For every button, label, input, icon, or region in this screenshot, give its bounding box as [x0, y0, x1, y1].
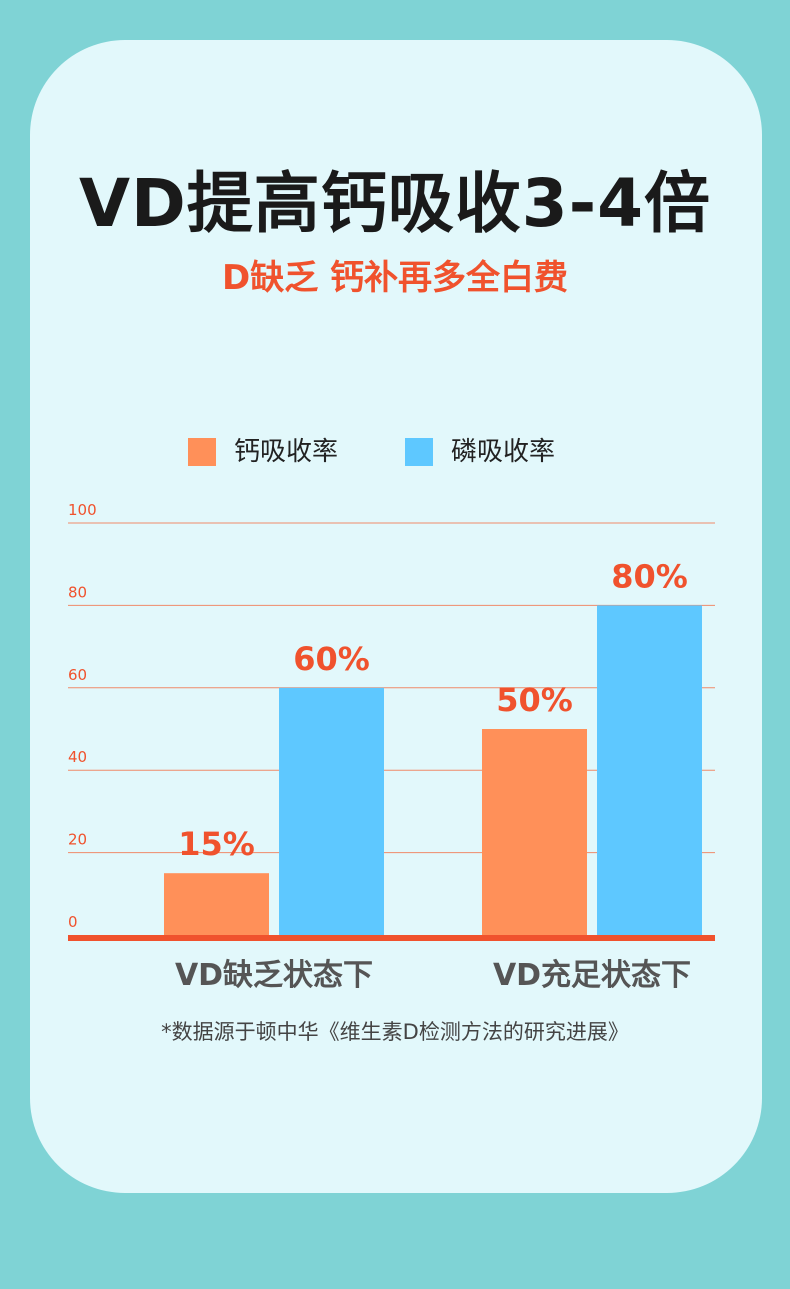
y-tick-label-100: 100 [68, 501, 97, 519]
data-label-calcium-0: 15% [178, 825, 255, 863]
category-label-1: VD充足状态下 [493, 958, 691, 993]
data-label-calcium-1: 50% [496, 681, 573, 719]
page-title: VD提高钙吸收3-4倍 [78, 165, 712, 242]
y-tick-label-60: 60 [68, 666, 87, 684]
bar-calcium-1 [482, 729, 587, 935]
page-subtitle: D缺乏 钙补再多全白费 [221, 258, 569, 298]
bar-phosphorus-0 [279, 687, 384, 935]
y-tick-label-0: 0 [68, 913, 78, 931]
legend-swatch-phosphorus [405, 438, 433, 466]
legend-label-calcium: 钙吸收率 [234, 437, 339, 467]
data-label-phosphorus-1: 80% [611, 557, 688, 595]
legend-label-phosphorus: 磷吸收率 [451, 437, 556, 467]
y-tick-label-80: 80 [68, 583, 87, 601]
category-label-0: VD缺乏状态下 [175, 958, 373, 993]
legend-swatch-calcium [188, 438, 216, 466]
y-tick-label-40: 40 [68, 748, 87, 766]
x-axis-baseline [68, 935, 715, 941]
data-label-phosphorus-0: 60% [293, 640, 370, 678]
footnote: *数据源于顿中华《维生素D检测方法的研究进展》 [161, 1020, 629, 1044]
y-tick-label-20: 20 [68, 831, 87, 849]
bar-calcium-0 [164, 873, 269, 935]
bar-phosphorus-1 [597, 605, 702, 935]
